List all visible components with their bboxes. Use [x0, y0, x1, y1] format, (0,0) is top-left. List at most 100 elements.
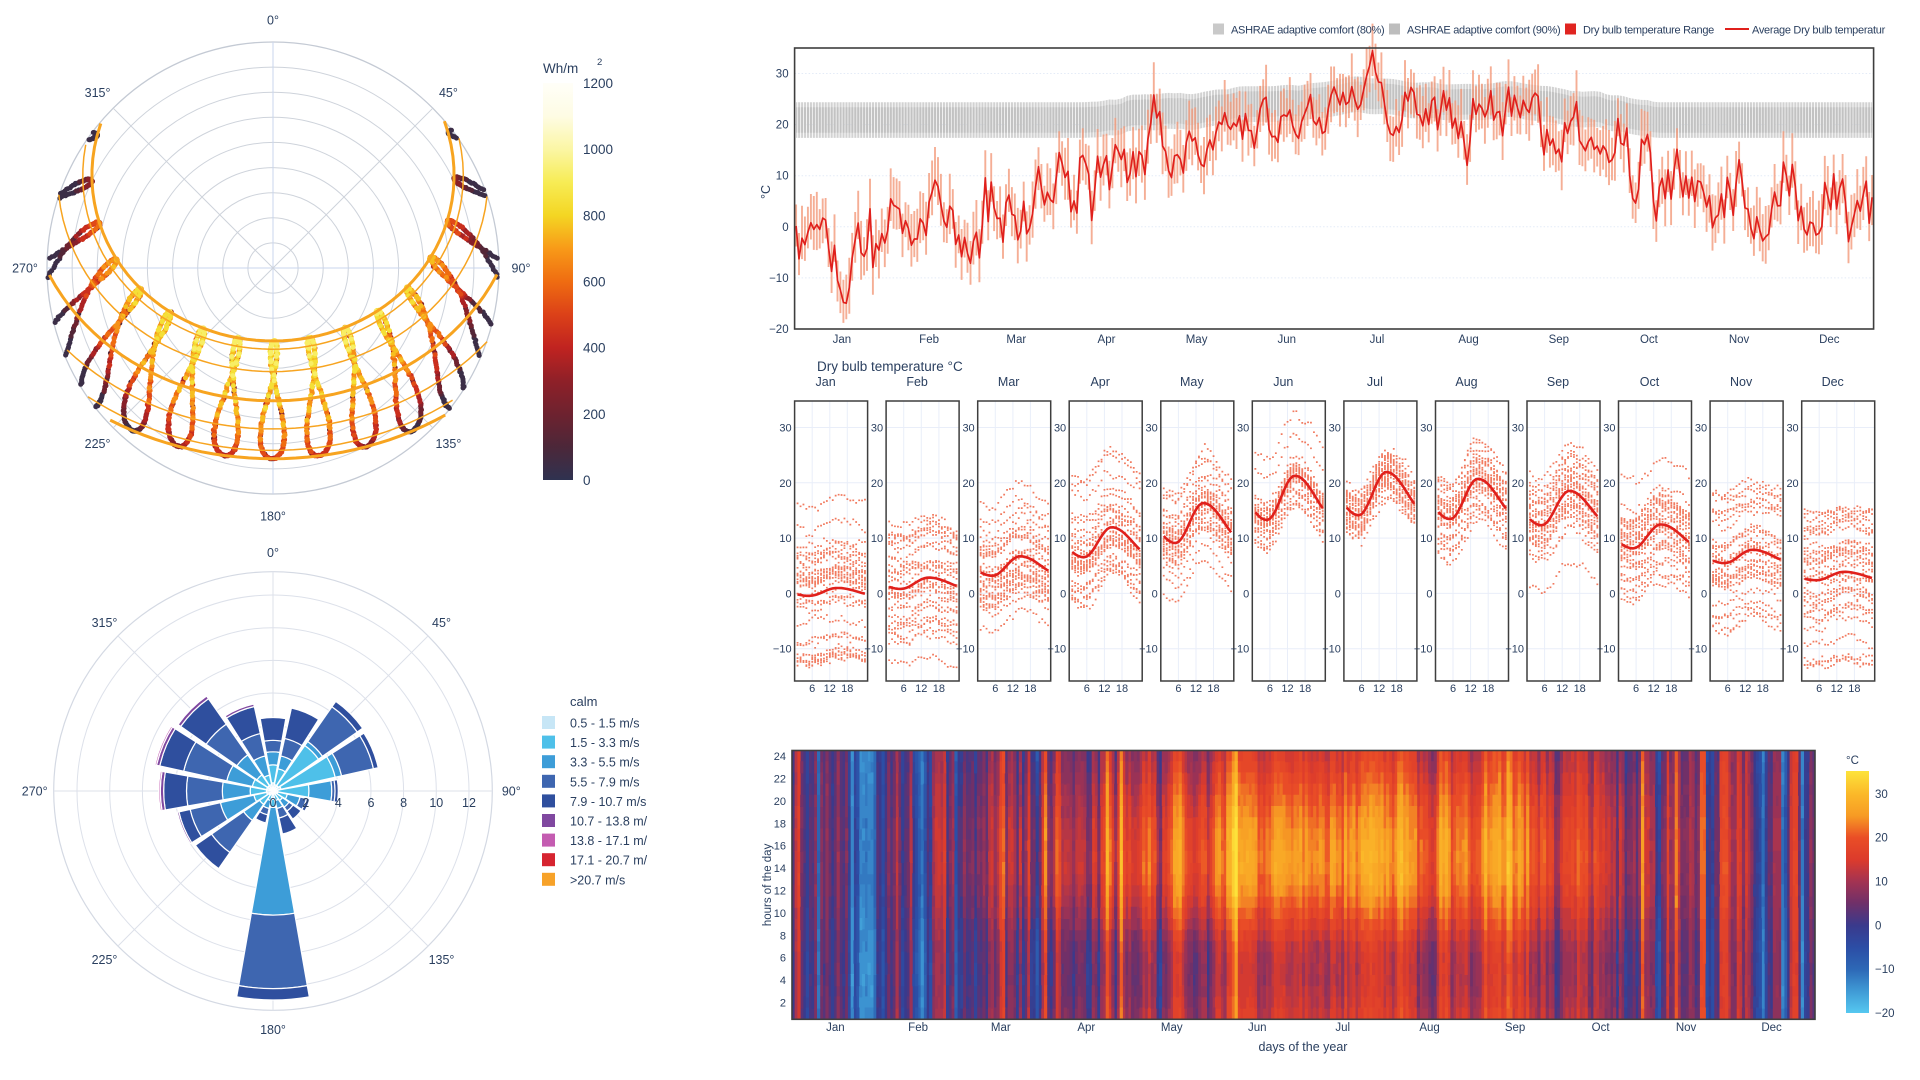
svg-text:0: 0 [583, 473, 591, 488]
svg-text:30: 30 [1054, 423, 1066, 435]
svg-text:10: 10 [1420, 533, 1432, 545]
svg-text:20: 20 [1512, 478, 1524, 490]
svg-text:20: 20 [776, 120, 789, 132]
svg-text:2: 2 [302, 796, 309, 810]
svg-text:Wh/m: Wh/m [543, 61, 578, 76]
svg-text:Apr: Apr [1090, 375, 1109, 389]
svg-text:Mar: Mar [991, 1022, 1011, 1034]
svg-text:10: 10 [1603, 533, 1615, 545]
svg-text:6: 6 [901, 683, 907, 695]
svg-text:Feb: Feb [908, 1022, 928, 1034]
svg-text:20: 20 [1237, 478, 1249, 490]
svg-text:Apr: Apr [1077, 1022, 1095, 1034]
svg-text:18: 18 [1665, 683, 1677, 695]
svg-text:−10: −10 [1048, 644, 1067, 656]
svg-text:Aug: Aug [1458, 334, 1478, 346]
svg-text:0: 0 [782, 222, 788, 234]
svg-text:2: 2 [597, 57, 602, 68]
svg-text:8: 8 [400, 796, 407, 810]
svg-text:10: 10 [1695, 533, 1707, 545]
svg-text:12: 12 [1739, 683, 1751, 695]
svg-text:Sep: Sep [1549, 334, 1569, 346]
svg-text:−10: −10 [1231, 644, 1250, 656]
svg-text:Mar: Mar [998, 375, 1020, 389]
svg-text:270°: 270° [22, 785, 48, 799]
svg-text:Dec: Dec [1761, 1022, 1782, 1034]
svg-text:30: 30 [1329, 423, 1341, 435]
svg-text:May: May [1161, 1022, 1183, 1034]
svg-text:12: 12 [824, 683, 836, 695]
svg-text:135°: 135° [429, 953, 455, 967]
svg-text:Jan: Jan [826, 1022, 845, 1034]
svg-text:12: 12 [1831, 683, 1843, 695]
svg-text:Average Dry bulb temperatur: Average Dry bulb temperatur [1752, 25, 1886, 37]
svg-text:135°: 135° [435, 437, 461, 451]
svg-text:17.1 - 20.7 m/: 17.1 - 20.7 m/ [570, 854, 648, 868]
svg-text:30: 30 [1786, 423, 1798, 435]
svg-text:12: 12 [1098, 683, 1110, 695]
svg-text:20: 20 [1603, 478, 1615, 490]
svg-text:12: 12 [1648, 683, 1660, 695]
svg-text:Jul: Jul [1335, 1022, 1350, 1034]
svg-text:ASHRAE adaptive comfort (90%): ASHRAE adaptive comfort (90%) [1407, 25, 1560, 37]
svg-text:30: 30 [776, 69, 789, 81]
svg-text:−10: −10 [956, 644, 975, 656]
svg-text:20: 20 [962, 478, 974, 490]
svg-text:Sep: Sep [1547, 375, 1569, 389]
svg-text:10: 10 [1786, 533, 1798, 545]
svg-text:6: 6 [1633, 683, 1639, 695]
svg-text:20: 20 [871, 478, 883, 490]
svg-text:−10: −10 [769, 273, 789, 285]
svg-text:2: 2 [780, 998, 786, 1010]
svg-text:ASHRAE adaptive comfort (80%): ASHRAE adaptive comfort (80%) [1231, 25, 1384, 37]
svg-text:90°: 90° [502, 785, 521, 799]
svg-text:0: 0 [1701, 588, 1707, 600]
svg-text:10: 10 [871, 533, 883, 545]
svg-text:10: 10 [779, 533, 791, 545]
svg-text:200: 200 [583, 407, 606, 422]
svg-text:0: 0 [1609, 588, 1615, 600]
svg-text:20: 20 [1054, 478, 1066, 490]
svg-text:Dec: Dec [1822, 375, 1844, 389]
svg-text:6: 6 [780, 953, 786, 965]
svg-text:270°: 270° [12, 262, 38, 276]
svg-text:10: 10 [774, 908, 786, 920]
svg-text:30: 30 [962, 423, 974, 435]
svg-text:calm: calm [570, 694, 597, 709]
svg-text:Nov: Nov [1676, 1022, 1697, 1034]
svg-text:6: 6 [1267, 683, 1273, 695]
svg-text:Jan: Jan [833, 334, 852, 346]
svg-text:Jun: Jun [1248, 1022, 1267, 1034]
svg-text:13.8 - 17.1 m/: 13.8 - 17.1 m/ [570, 834, 648, 848]
svg-text:Oct: Oct [1592, 1022, 1611, 1034]
svg-text:Jul: Jul [1370, 334, 1385, 346]
svg-text:30: 30 [1603, 423, 1615, 435]
svg-text:−10: −10 [1414, 644, 1433, 656]
svg-text:180°: 180° [260, 1023, 286, 1037]
svg-text:6: 6 [1084, 683, 1090, 695]
svg-text:0: 0 [1243, 588, 1249, 600]
svg-text:18: 18 [1207, 683, 1219, 695]
svg-text:12: 12 [1556, 683, 1568, 695]
svg-text:18: 18 [774, 818, 786, 830]
svg-text:0: 0 [1793, 588, 1799, 600]
svg-text:18: 18 [1390, 683, 1402, 695]
svg-text:0.5 - 1.5 m/s: 0.5 - 1.5 m/s [570, 717, 639, 731]
svg-text:0: 0 [1152, 588, 1158, 600]
svg-text:Oct: Oct [1640, 334, 1659, 346]
svg-text:6: 6 [1725, 683, 1731, 695]
svg-text:400: 400 [583, 341, 606, 356]
svg-text:Feb: Feb [919, 334, 939, 346]
svg-text:Jun: Jun [1278, 334, 1297, 346]
svg-text:Sep: Sep [1505, 1022, 1525, 1034]
svg-text:0: 0 [877, 588, 883, 600]
svg-text:0: 0 [1335, 588, 1341, 600]
svg-text:6: 6 [368, 796, 375, 810]
svg-text:0: 0 [1060, 588, 1066, 600]
svg-text:Mar: Mar [1006, 334, 1026, 346]
svg-text:Nov: Nov [1729, 334, 1750, 346]
svg-text:90°: 90° [512, 262, 531, 276]
svg-text:−10: −10 [1875, 964, 1895, 976]
svg-text:45°: 45° [432, 616, 451, 630]
svg-text:10: 10 [1875, 877, 1888, 889]
